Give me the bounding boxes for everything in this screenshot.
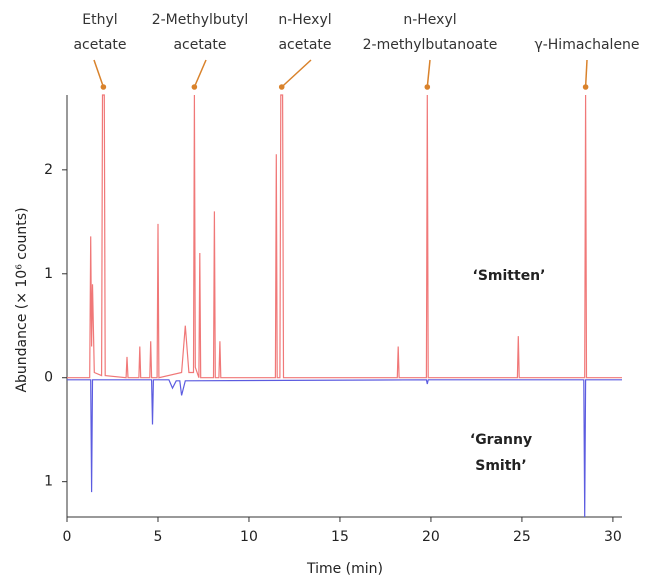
x-tick-label: 5: [154, 529, 163, 545]
series-line: [67, 379, 622, 518]
annotation-leader: [584, 59, 588, 88]
annotation-label: 2-Methylbutyl: [152, 12, 249, 28]
y-axis-label: Abundance (× 10⁶ counts): [14, 207, 30, 392]
annotation-label: acetate: [278, 37, 331, 53]
annotation-dot: [582, 84, 589, 90]
x-tick-label: 25: [513, 529, 531, 545]
annotation-label: γ-Himachalene: [534, 37, 639, 53]
annotation-dot: [100, 84, 107, 90]
x-tick-label: 30: [604, 529, 622, 545]
annotation-leader: [426, 59, 431, 88]
series-label: ‘Smitten’: [473, 268, 546, 284]
y-tick-label: 0: [44, 370, 53, 386]
annotation-leader: [93, 59, 105, 88]
x-tick-label: 15: [331, 529, 349, 545]
x-tick-label: 0: [63, 529, 72, 545]
annotation-dot: [278, 84, 285, 90]
annotation-label: acetate: [173, 37, 226, 53]
annotation-dot: [424, 84, 431, 90]
series-line: [67, 94, 622, 379]
y-tick-label: 1: [44, 474, 53, 490]
annotation-dot: [191, 84, 198, 90]
y-tick-label: 2: [44, 162, 53, 178]
annotation-label: n-Hexyl: [403, 12, 456, 28]
annotation-leader: [193, 59, 207, 88]
annotation-label: acetate: [73, 37, 126, 53]
x-axis-label: Time (min): [306, 561, 383, 577]
y-tick-label: 1: [44, 266, 53, 282]
x-tick-label: 10: [240, 529, 258, 545]
annotation-leader: [281, 59, 312, 88]
annotation-label: Ethyl: [82, 12, 117, 28]
x-tick-label: 20: [422, 529, 440, 545]
annotation-label: n-Hexyl: [278, 12, 331, 28]
annotation-label: 2-methylbutanoate: [363, 37, 498, 53]
series-label: ‘Granny Smith’: [470, 432, 532, 474]
